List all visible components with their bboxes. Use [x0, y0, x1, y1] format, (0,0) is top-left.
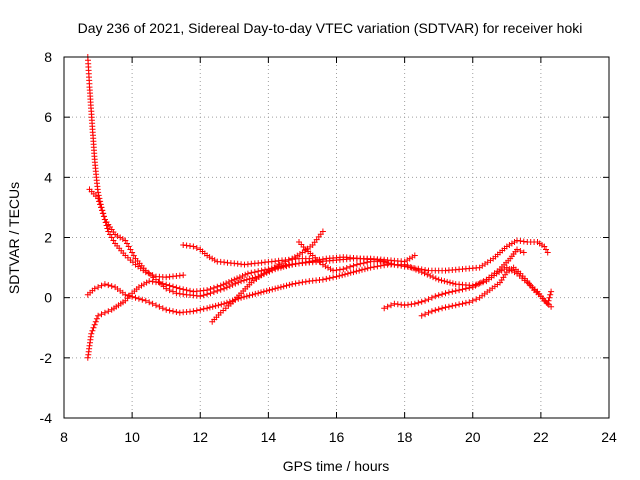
x-tick-label: 24 — [601, 429, 617, 445]
x-tick-label: 10 — [124, 429, 140, 445]
series-track-h — [381, 246, 527, 312]
series-track-c — [84, 261, 555, 316]
plus-markers — [209, 228, 326, 325]
y-tick-label: 8 — [44, 49, 52, 65]
x-tick-label: 16 — [329, 429, 345, 445]
series-track-i — [418, 264, 555, 319]
grid — [64, 57, 609, 418]
plus-markers — [84, 54, 187, 281]
y-axis-label: SDTVAR / TECUs — [6, 182, 22, 294]
y-tick-label: 6 — [44, 109, 52, 125]
plus-markers — [84, 261, 555, 316]
series-track-f — [209, 228, 326, 325]
series-track-a — [84, 54, 187, 281]
x-tick-label: 8 — [60, 429, 68, 445]
x-tick-label: 22 — [533, 429, 549, 445]
y-tick-label: -2 — [40, 350, 53, 366]
axis-ticks — [63, 56, 610, 419]
chart-title: Day 236 of 2021, Sidereal Day-to-day VTE… — [78, 20, 583, 36]
plus-markers — [296, 239, 388, 274]
x-tick-label: 18 — [397, 429, 413, 445]
y-tick-label: 0 — [44, 290, 52, 306]
series-group — [84, 54, 555, 361]
y-tick-label: 2 — [44, 230, 52, 246]
y-tick-label: -4 — [40, 410, 53, 426]
y-tick-label: 4 — [44, 169, 52, 185]
x-tick-label: 14 — [261, 429, 277, 445]
series-track-g — [296, 239, 388, 274]
plus-markers — [418, 264, 555, 319]
x-axis-label: GPS time / hours — [283, 458, 390, 474]
x-tick-label: 12 — [192, 429, 208, 445]
x-tick-label: 20 — [465, 429, 481, 445]
plus-markers — [381, 246, 527, 312]
